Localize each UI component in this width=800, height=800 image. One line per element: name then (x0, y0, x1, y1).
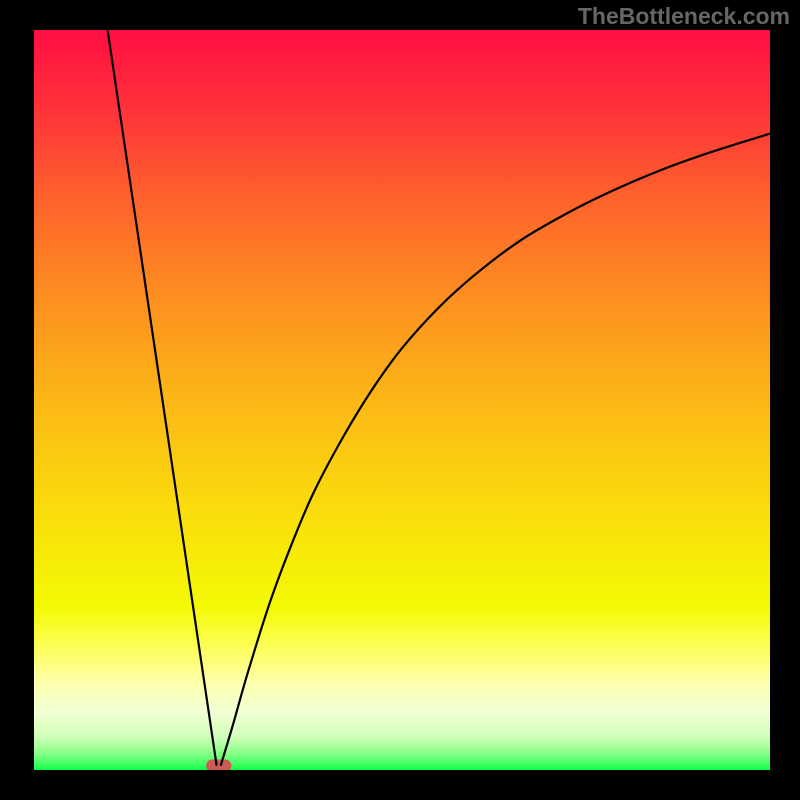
chart-container: TheBottleneck.com (0, 0, 800, 800)
chart-background-gradient (34, 30, 770, 770)
watermark-text: TheBottleneck.com (578, 3, 790, 30)
minimum-marker (207, 760, 231, 770)
chart-svg (34, 30, 770, 770)
chart-plot-area (34, 30, 770, 770)
